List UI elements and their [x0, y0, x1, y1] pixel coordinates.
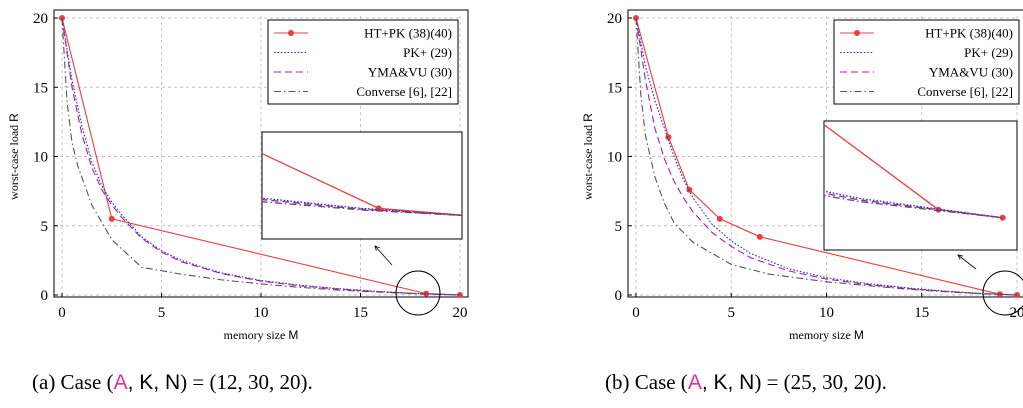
series-line-converse — [61, 17, 461, 296]
x-tick-label: 5 — [158, 305, 166, 321]
zoom-inset — [261, 131, 476, 240]
y-tick-label: 15 — [33, 80, 48, 96]
legend-marker — [288, 30, 294, 36]
figure-caption: (a) Case (A, K, N) = (12, 30, 20). — [32, 370, 313, 394]
arrow-head-icon — [374, 245, 380, 251]
data-point — [756, 233, 763, 240]
data-point — [108, 215, 115, 222]
y-tick-label: 20 — [607, 11, 622, 27]
legend-label: YMA&VU (30) — [368, 65, 452, 80]
y-tick-label: 10 — [33, 150, 48, 166]
x-tick-label: 10 — [819, 305, 834, 321]
x-tick-label: 10 — [254, 305, 269, 321]
legend-label: PK+ (29) — [403, 45, 452, 60]
legend-label: Converse [6], [22] — [917, 84, 1013, 99]
series-line-yma-vu — [61, 17, 461, 296]
chart-a: 00 5 5 10 10 15 15 20 20 memory size M worst-case … — [7, 9, 476, 394]
x-axis-label: memory size M — [789, 328, 864, 342]
zoom-inset — [823, 120, 1018, 251]
legend: HT+PK (38)(40) PK+ (29) YMA&VU (30) Convers… — [833, 19, 1020, 105]
legend-label: PK+ (29) — [964, 45, 1013, 60]
y-tick-label: 20 — [33, 11, 48, 27]
legend-box — [267, 19, 459, 105]
series-line-yma-vu — [635, 17, 1018, 296]
series-line-converse — [635, 17, 1018, 296]
legend-marker — [854, 30, 860, 36]
y-tick-label: 5 — [41, 219, 49, 235]
legend-label: YMA&VU (30) — [929, 65, 1013, 80]
data-point — [686, 186, 693, 193]
data-point — [665, 134, 672, 141]
data-point — [716, 215, 723, 222]
zoom-region-circle — [982, 270, 1023, 316]
data-point — [470, 213, 476, 219]
legend-label: HT+PK (38)(40) — [925, 26, 1013, 41]
x-axis-label: memory size M — [224, 328, 299, 342]
x-tick-label: 5 — [728, 305, 736, 321]
series — [59, 15, 463, 298]
legend-label: HT+PK (38)(40) — [364, 26, 452, 41]
series — [633, 15, 1020, 298]
data-point — [375, 205, 382, 212]
x-tick-label: 0 — [632, 305, 640, 321]
data-point — [999, 214, 1006, 221]
y-tick-label: 5 — [615, 219, 623, 235]
inset-frame — [261, 131, 463, 240]
figure-caption: (b) Case (A, K, N) = (25, 30, 20). — [605, 370, 887, 394]
y-axis-label: worst-case load R — [7, 113, 21, 200]
y-tick-label: 0 — [615, 288, 623, 304]
zoom-region-circle — [395, 270, 441, 316]
y-tick-label: 0 — [41, 288, 49, 304]
arrow-head-icon — [957, 254, 963, 260]
y-tick-label: 15 — [607, 80, 622, 96]
inset-frame — [823, 120, 1018, 251]
legend-label: Converse [6], [22] — [356, 84, 452, 99]
zoom-arrow — [374, 245, 393, 266]
y-tick-label: 10 — [607, 150, 622, 166]
x-tick-label: 20 — [453, 305, 468, 321]
legend: HT+PK (38)(40) PK+ (29) YMA&VU (30) Convers… — [267, 19, 459, 105]
zoom-arrow — [957, 254, 977, 270]
series-line-pk- — [635, 17, 1018, 296]
y-axis-label: worst-case load R — [581, 113, 595, 200]
x-tick-label: 0 — [58, 305, 66, 321]
legend-box — [833, 19, 1020, 105]
x-tick-label: 15 — [914, 305, 929, 321]
series-line-pk- — [61, 17, 461, 296]
x-tick-label: 15 — [353, 305, 368, 321]
